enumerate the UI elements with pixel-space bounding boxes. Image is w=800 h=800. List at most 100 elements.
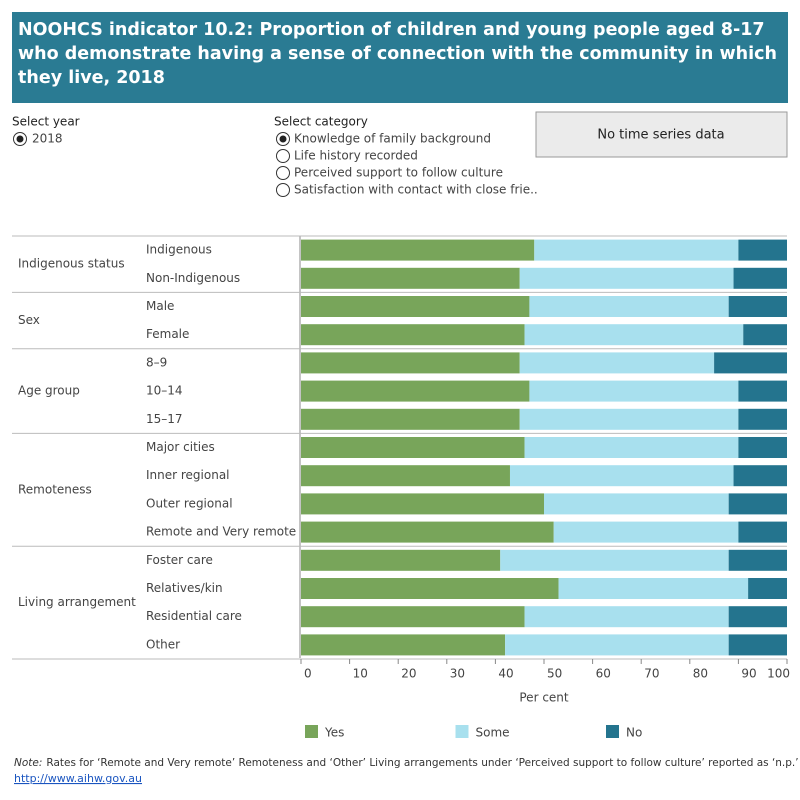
bar-segment [529,296,729,317]
category-option[interactable]: Satisfaction with contact with close fri… [294,183,538,197]
bar-segment [301,437,525,458]
group-label: Sex [18,313,40,327]
bar-segment [733,465,787,487]
x-axis-label: Per cent [519,691,569,705]
category-label: Foster care [146,553,213,567]
bar-segment [519,352,715,374]
radio[interactable] [276,166,290,180]
category-option[interactable]: Life history recorded [294,149,418,163]
note-label: Note: [14,757,42,769]
bar-segment [301,549,501,571]
bar-segment [509,465,734,487]
category-label: Relatives/kin [146,581,223,595]
bar-segment [738,408,787,430]
bar-segment [524,437,739,458]
x-tick-label: 70 [644,667,659,681]
bar-segment [301,380,530,402]
bar-segment [728,606,787,628]
legend-swatch [606,725,619,738]
bar-segment [301,606,525,628]
x-tick-label: 80 [693,667,708,681]
x-tick-label: 40 [498,667,513,681]
bar-segment [738,521,787,543]
radio-dot[interactable] [279,135,287,143]
category-label: Residential care [146,609,242,623]
category-label: Outer regional [146,496,233,510]
bar-segment [728,634,787,656]
bar-segment [534,239,739,261]
note-text: Rates for ‘Remote and Very remote’ Remot… [46,757,798,769]
bar-segment [714,352,787,374]
category-label: Non-Indigenous [146,271,240,285]
bar-segment [738,437,787,458]
category-label: 15–17 [146,412,183,426]
bar-segment [738,239,787,261]
category-label: Select category [274,115,368,129]
bar-segment [301,521,554,543]
bar-segment [519,408,739,430]
bar-segment [553,521,739,543]
bar-segment [301,408,520,430]
x-tick-label: 100 [767,667,790,681]
info-text: No time series data [597,128,724,143]
bar-segment [301,324,525,346]
bar-segment [748,578,787,599]
x-tick-label: 0 [304,667,312,681]
bar-segment [500,549,729,571]
bar-segment [301,493,544,515]
category-label: Inner regional [146,468,230,482]
x-tick-label: 60 [596,667,611,681]
category-label: Male [146,299,174,313]
bar-segment [728,493,787,515]
link[interactable]: http://www.aihw.gov.au [14,772,142,785]
bar-segment [743,324,787,346]
legend-label: No [626,726,642,740]
x-tick-label: 50 [547,667,562,681]
note: Note: Rates for ‘Remote and Very remote’ … [14,757,799,769]
legend-label: Some [476,726,510,740]
category-label: 10–14 [146,384,183,398]
bar-segment [301,465,510,487]
bar-segment [301,634,506,656]
category-option[interactable]: Knowledge of family background [294,132,491,146]
bar-segment [301,296,530,317]
bar-segment [519,267,734,289]
radio[interactable] [276,149,290,163]
legend-swatch [305,725,318,738]
category-label: Female [146,327,189,341]
year-option[interactable]: 2018 [32,132,63,146]
category-label: Indigenous [146,243,212,257]
bar-segment [505,634,729,656]
x-tick-label: 30 [450,667,465,681]
legend-swatch [455,725,469,738]
bar-segment [558,578,749,599]
radio[interactable] [276,183,290,197]
x-tick-label: 90 [741,667,756,681]
info-box [535,111,788,158]
category-label: Remote and Very remote [146,525,296,539]
legend-label: Yes [324,726,344,740]
bar-segment [301,352,520,374]
category-label: Other [146,637,180,651]
bar-segment [733,267,787,289]
bar-segment [301,239,535,261]
category-option[interactable]: Perceived support to follow culture [294,166,503,180]
radio-dot[interactable] [16,135,24,143]
bar-segment [524,606,729,628]
year-label: Select year [12,115,80,129]
bar-segment [529,380,739,402]
bar-segment [738,380,787,402]
bar-segment [728,549,787,571]
group-label: Remoteness [18,482,92,496]
group-label: Indigenous status [18,257,125,271]
x-tick-label: 10 [353,667,368,681]
bar-segment [524,324,744,346]
x-tick-label: 20 [401,667,416,681]
group-label: Living arrangement [18,595,136,609]
category-label: Major cities [146,440,215,454]
page-title: NOOHCS indicator 10.2: Proportion of chi… [12,12,788,103]
bar-segment [301,267,520,289]
bar-segment [544,493,729,515]
